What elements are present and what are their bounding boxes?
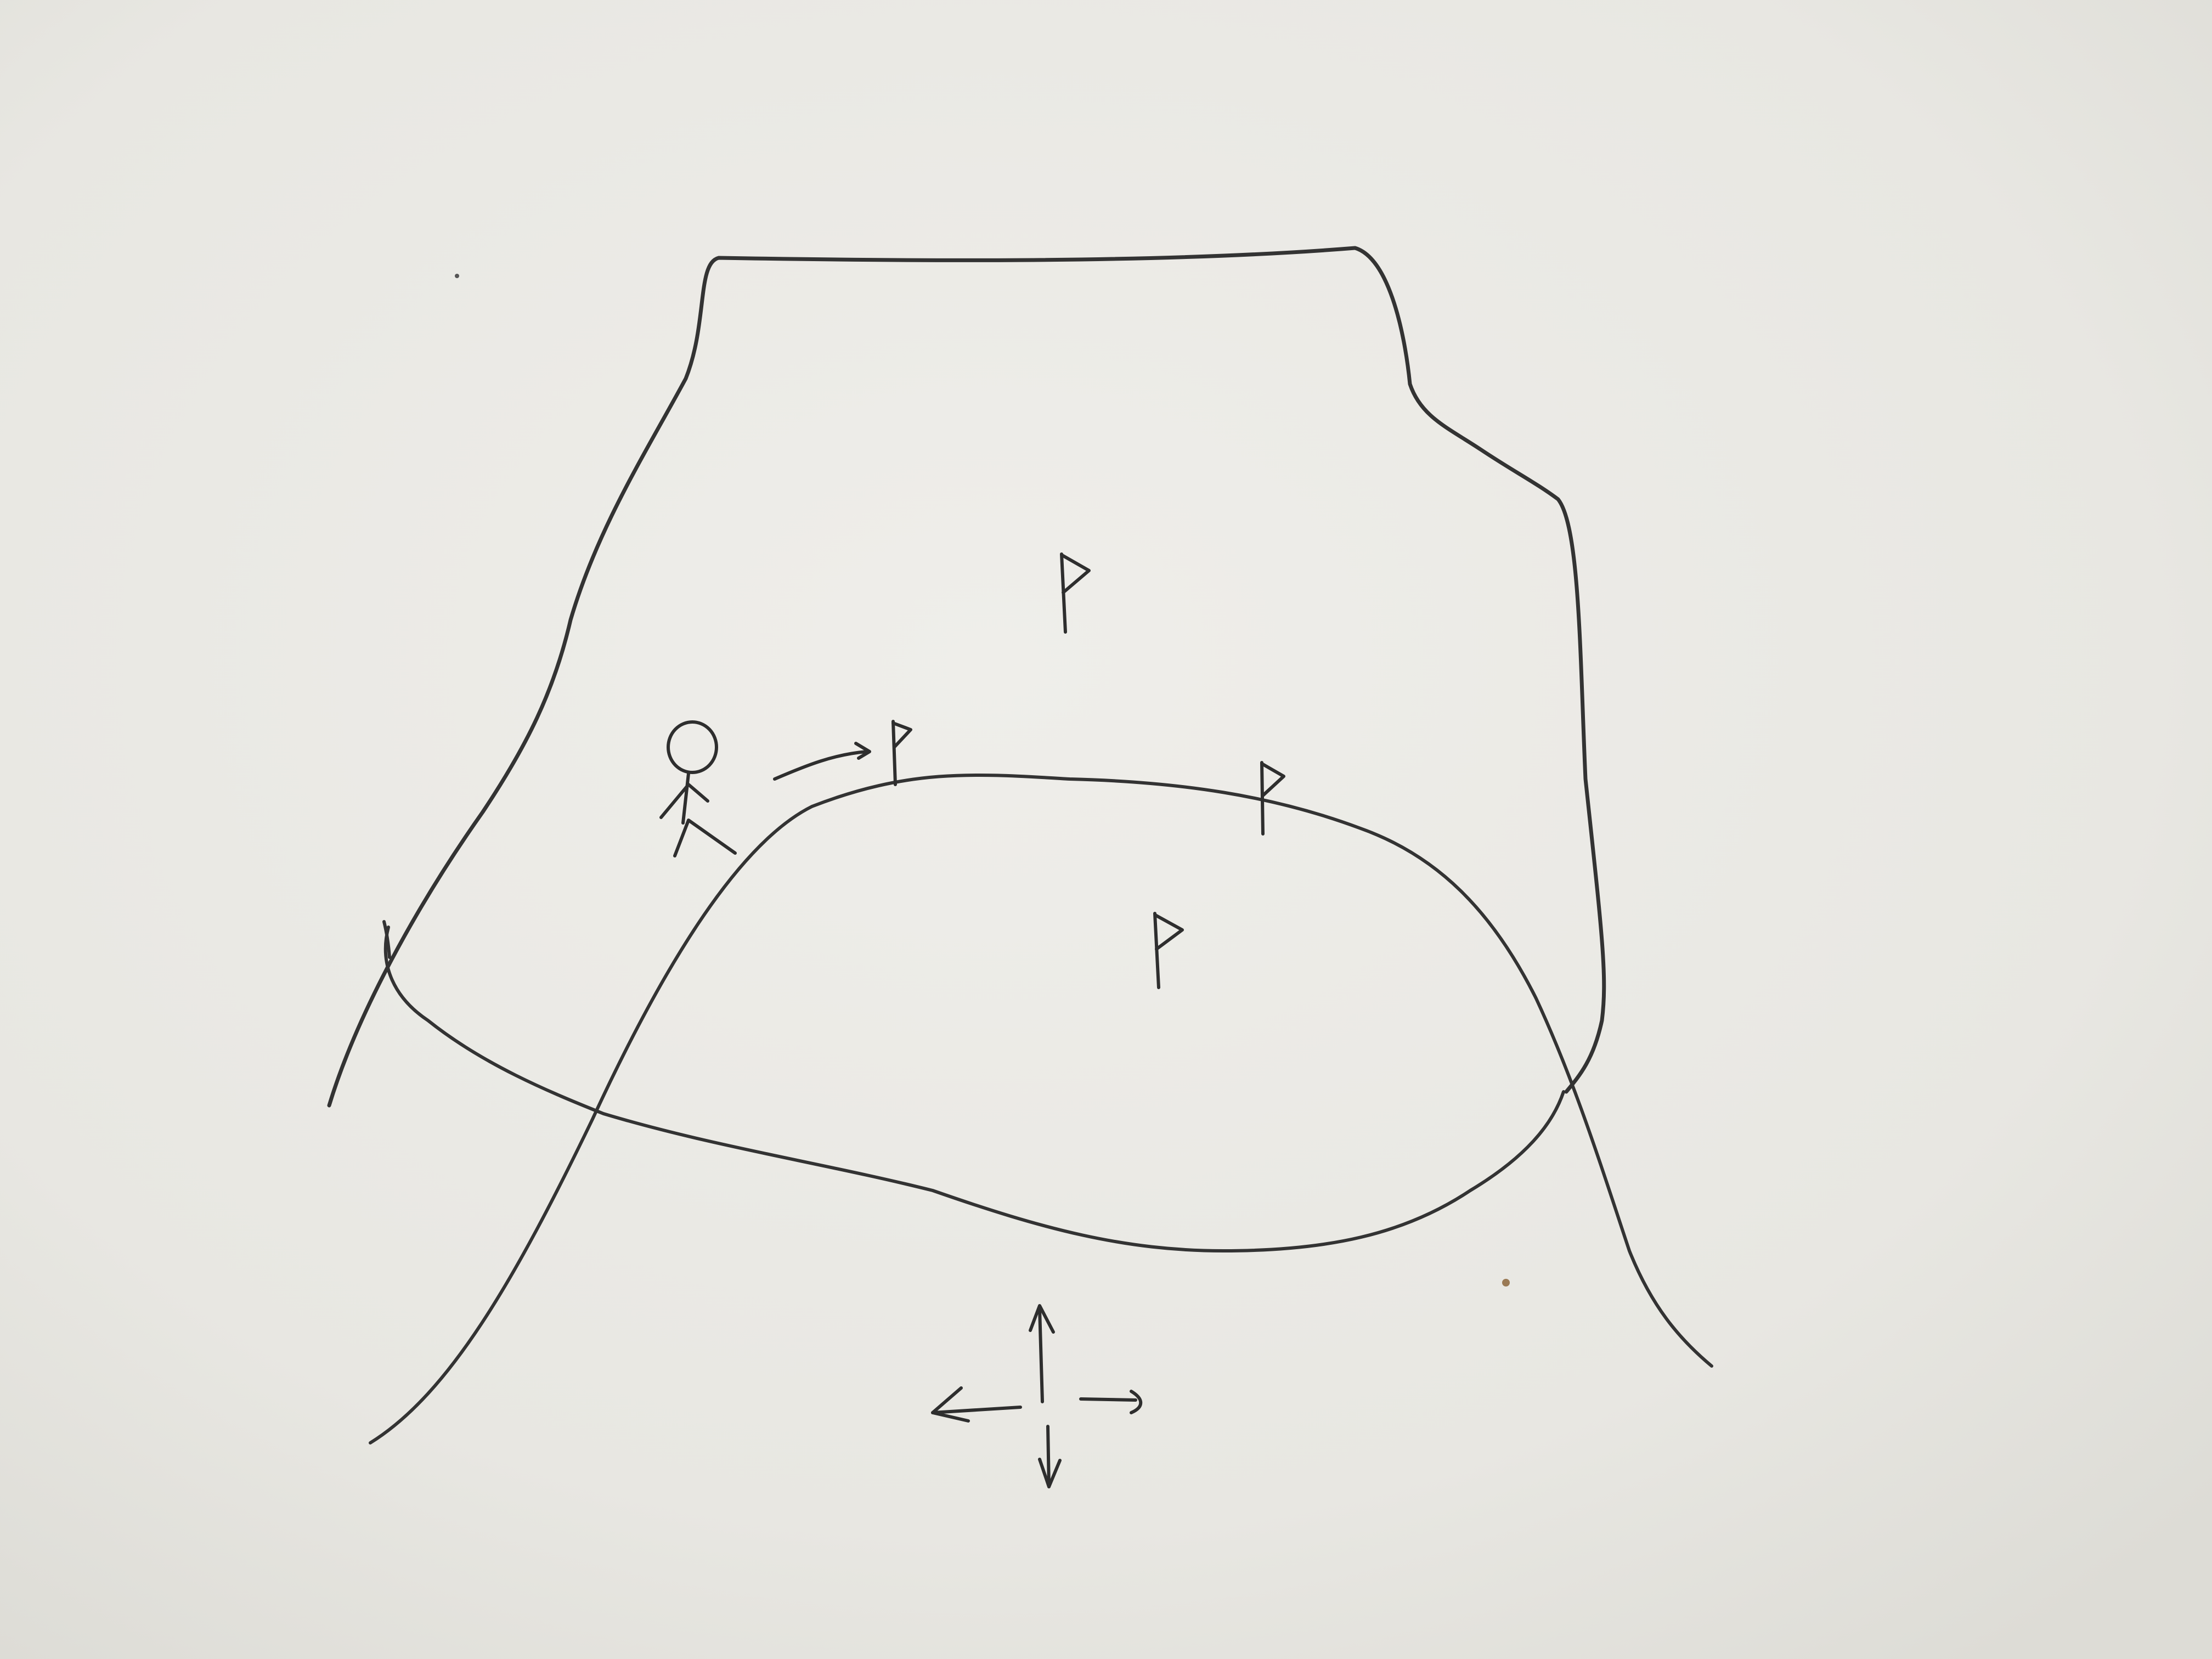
arrow-left (931, 1406, 1022, 1414)
arrow-down (1046, 1425, 1051, 1488)
hill-contour (369, 773, 1713, 1444)
plateau-outline (327, 246, 1606, 1108)
arrow-right-stub (1079, 1397, 1137, 1402)
flag-1 (891, 720, 912, 786)
stick-figure-body (681, 772, 690, 825)
paper-speck (455, 274, 459, 278)
arrow-up (1038, 1307, 1044, 1403)
stick-figure (659, 720, 737, 857)
stick-figure-arms (659, 783, 709, 819)
stick-figure-head (667, 720, 718, 774)
flag-4 (1153, 912, 1184, 989)
oval-region (383, 926, 1565, 1252)
stick-figure-legs (673, 819, 737, 857)
direction-cross (931, 1304, 1143, 1488)
paper-speck (1502, 1279, 1510, 1286)
motion-arrow (773, 742, 871, 781)
flag-2 (1060, 552, 1091, 634)
oval-hook (382, 920, 391, 959)
flag-3 (1260, 761, 1285, 836)
